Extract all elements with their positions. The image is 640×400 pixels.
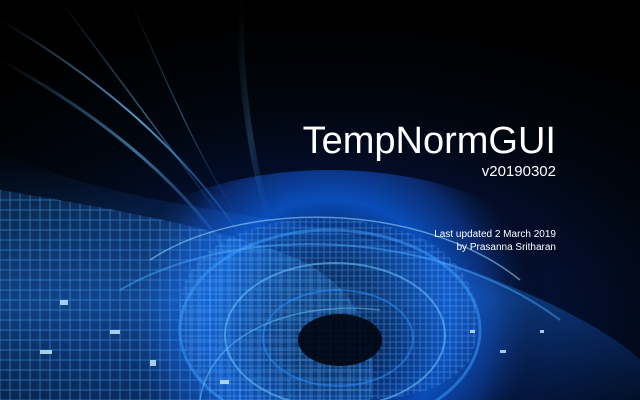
author-text: by Prasanna Sritharan xyxy=(456,242,556,253)
app-title: TempNormGUI xyxy=(302,120,556,162)
last-updated-text: Last updated 2 March 2019 xyxy=(434,229,556,240)
app-version: v20190302 xyxy=(481,163,556,180)
credits-block: Last updated 2 March 2019 by Prasanna Sr… xyxy=(434,228,556,254)
